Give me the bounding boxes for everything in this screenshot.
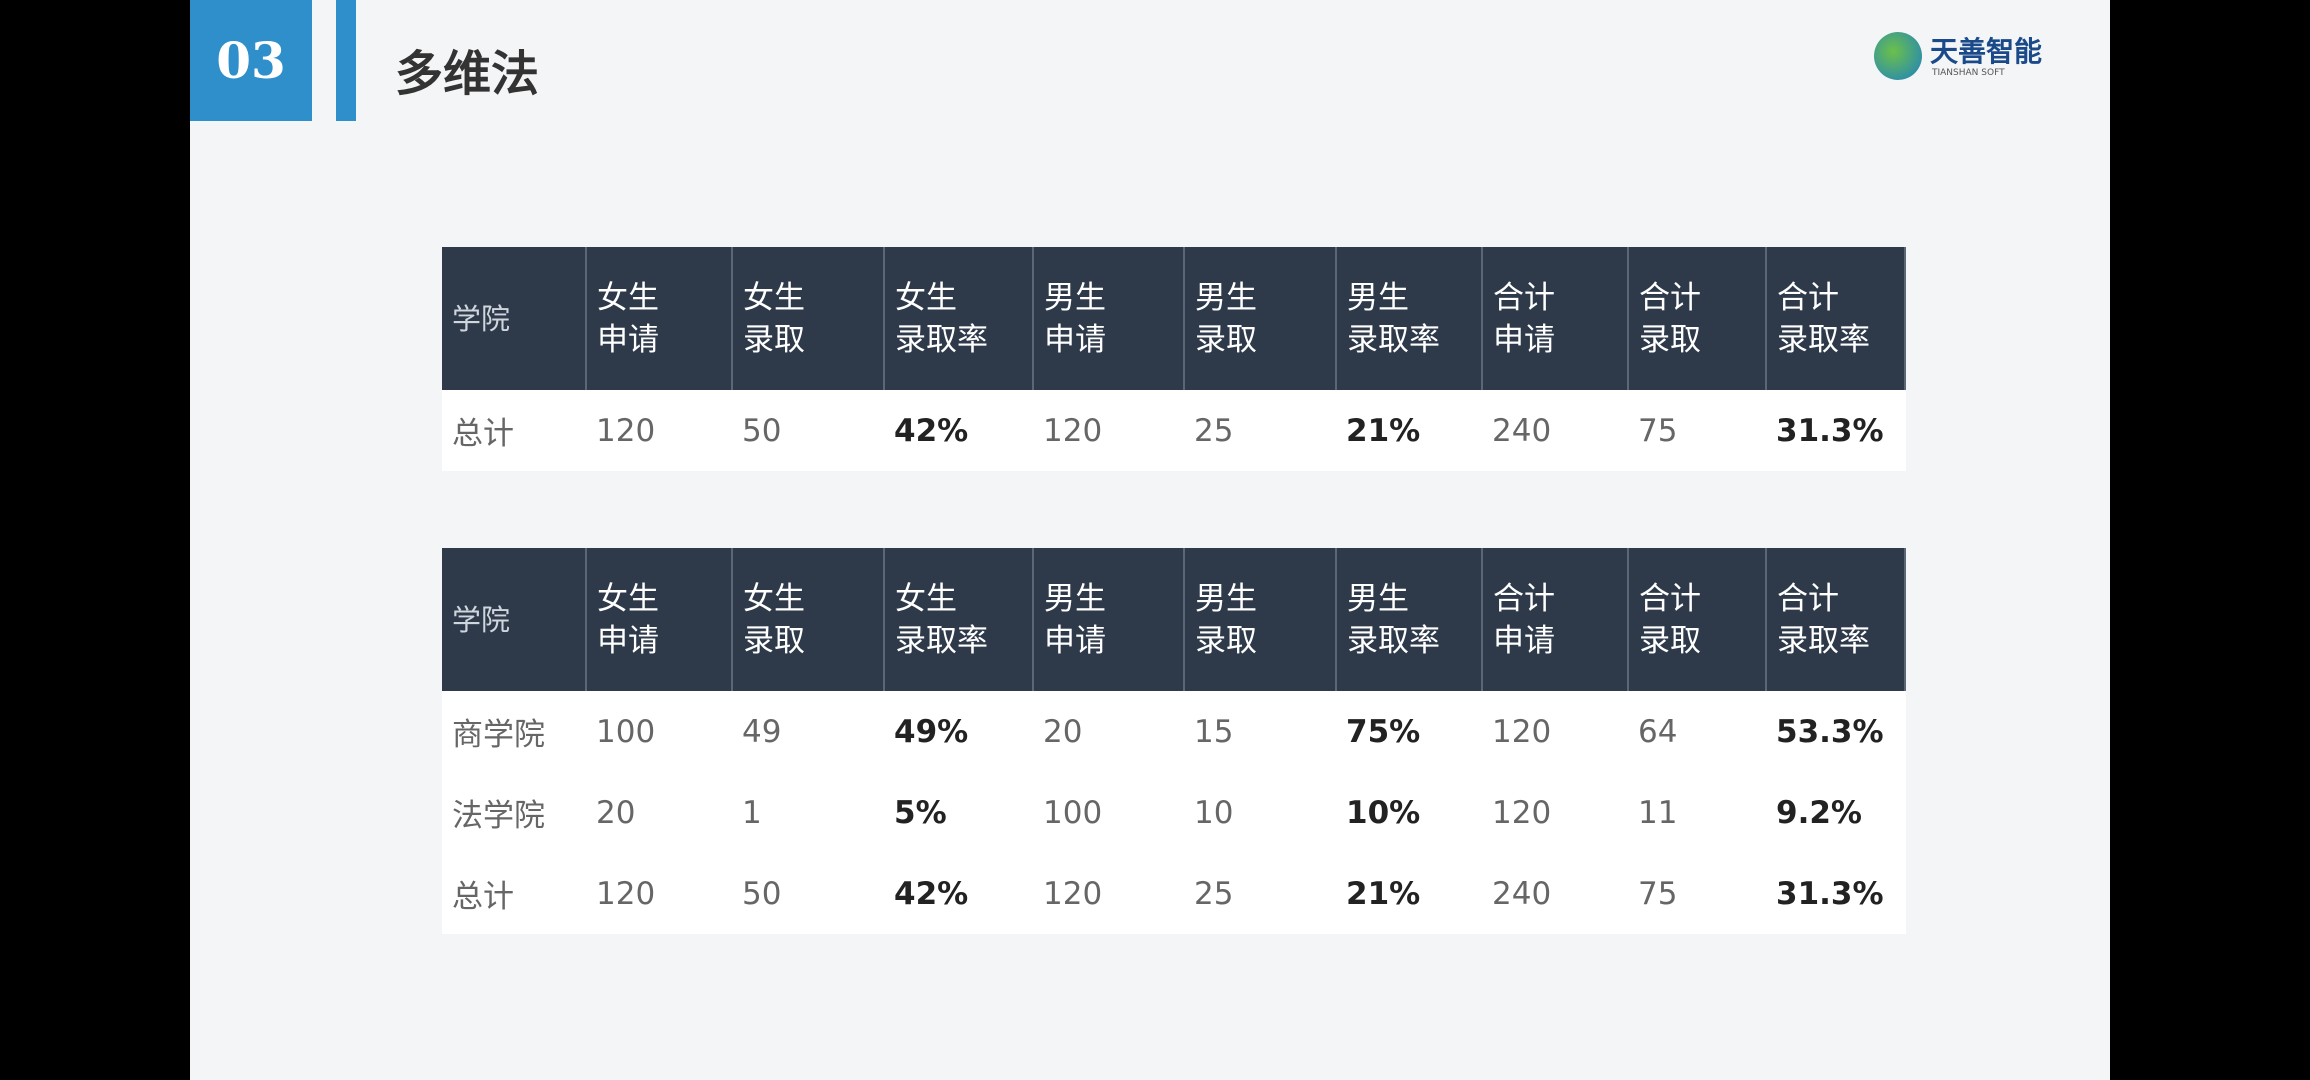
table-cell: 100 [596,713,656,750]
table-cell: 25 [1194,875,1234,912]
table-cell: 75 [1638,875,1678,912]
table-cell: 53.3% [1776,713,1884,750]
header-cell: 合计 录取 [1628,548,1767,691]
table-cell: 75% [1346,713,1421,750]
table-cell: 50 [742,412,782,449]
header-cell: 男生 录取 [1184,247,1337,390]
header-cell: 男生 录取 [1184,548,1337,691]
table-cell: 10 [1194,794,1234,831]
header-cell: 女生 录取率 [884,247,1034,390]
table-cell: 120 [1043,875,1103,912]
table-cell: 20 [1043,713,1083,750]
header-cell: 女生 录取率 [884,548,1034,691]
logo: 天善智能 TIANSHAN SOFT [1874,28,2064,84]
header-cell: 合计 录取率 [1766,548,1906,691]
table-cell: 75 [1638,412,1678,449]
header-cell: 女生 申请 [586,247,733,390]
accent-bar [336,0,356,121]
table-cell: 240 [1492,875,1552,912]
table-cell: 总计 [452,879,514,915]
header-row: 学院 女生 申请 女生 录取 女生 录取率 男生 申请 男生 录取 男生 录取率 合计 申请合… [442,548,1906,691]
logo-subtitle: TIANSHAN SOFT [1932,68,2005,78]
header-cell: 合计 录取 [1628,247,1767,390]
header-cell: 男生 申请 [1033,247,1185,390]
header-cell: 合计 申请 [1482,548,1629,691]
table-cell: 商学院 [452,717,545,753]
logo-icon [1874,32,1922,80]
table-cell: 120 [596,875,656,912]
header-row: 学院 女生 申请 女生 录取 女生 录取率 男生 申请 男生 录取 男生 录取率 合计 申请合… [442,247,1906,390]
table-row: 法学院 20 1 5% 100 10 10% 120 11 9.2% [442,772,1905,853]
table-row: 总计 120 50 42% 120 25 21% 240 75 31.3% [442,390,1905,471]
table-cell: 25 [1194,412,1234,449]
header-cell: 女生 录取 [732,548,885,691]
header-cell: 男生 录取率 [1336,548,1483,691]
table-cell: 21% [1346,875,1421,912]
table-cell: 20 [596,794,636,831]
table-cell: 总计 [452,416,514,452]
table-cell: 31.3% [1776,412,1884,449]
table-cell: 50 [742,875,782,912]
header-cell: 男生 申请 [1033,548,1185,691]
table-cell: 49 [742,713,782,750]
logo-name: 天善智能 [1930,35,2043,68]
slide: 03 多维法 天善智能 TIANSHAN SOFT 学院 女生 申请 女生 录取 女生… [190,0,2110,1080]
table-cell: 120 [1492,713,1552,750]
table-cell: 5% [894,794,947,831]
table-cell: 11 [1638,794,1678,831]
header-cell: 男生 录取率 [1336,247,1483,390]
header-cell: 合计 申请 [1482,247,1629,390]
table-cell: 1 [742,794,762,831]
section-badge: 03 [190,0,312,121]
table-row: 总计 120 50 42% 120 25 21% 240 75 31.3% [442,853,1905,934]
data-table: 学院 女生 申请 女生 录取 女生 录取率 男生 申请 男生 录取 男生 录取率 合计 申请合… [442,548,1906,934]
table-cell: 100 [1043,794,1103,831]
table-row: 商学院 100 49 49% 20 15 75% 120 64 53.3% [442,691,1905,772]
table-cell: 42% [894,875,969,912]
table-cell: 42% [894,412,969,449]
header-cell: 女生 申请 [586,548,733,691]
table-cell: 120 [1492,794,1552,831]
table-cell: 10% [1346,794,1421,831]
header-cell: 学院 [442,548,587,691]
slide-title: 多维法 [395,46,540,102]
table-cell: 21% [1346,412,1421,449]
table-cell: 31.3% [1776,875,1884,912]
table-cell: 49% [894,713,969,750]
data-table: 学院 女生 申请 女生 录取 女生 录取率 男生 申请 男生 录取 男生 录取率 合计 申请合… [442,247,1906,471]
header-cell: 合计 录取率 [1766,247,1906,390]
header-cell: 学院 [442,247,587,390]
table-cell: 法学院 [452,798,545,834]
table-cell: 240 [1492,412,1552,449]
table-cell: 120 [1043,412,1103,449]
table-cell: 64 [1638,713,1678,750]
table-cell: 120 [596,412,656,449]
table-cell: 9.2% [1776,794,1862,831]
table-cell: 15 [1194,713,1234,750]
header-cell: 女生 录取 [732,247,885,390]
